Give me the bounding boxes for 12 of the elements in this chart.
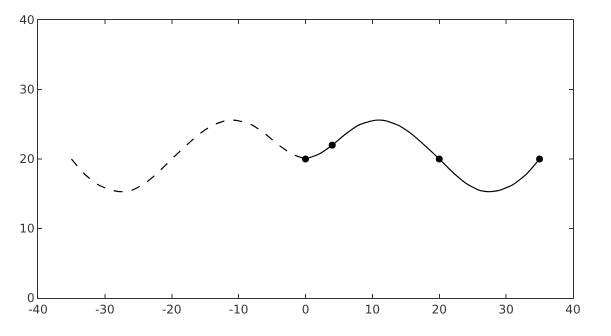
x-tick-label: 30 — [498, 302, 514, 316]
x-tick-label: -10 — [228, 302, 248, 316]
y-tick-label: 20 — [19, 152, 35, 166]
x-tick-label: 40 — [565, 302, 581, 316]
y-tick-label: 10 — [19, 222, 35, 236]
y-tick-label: 40 — [19, 13, 35, 28]
x-tick-label: -20 — [162, 302, 182, 316]
x-tick-label: 0 — [302, 302, 310, 316]
y-tick-label: 30 — [19, 82, 35, 97]
x-tick-label: -30 — [95, 302, 115, 316]
x-tick-label: 20 — [432, 302, 447, 316]
x-tick-label: 10 — [364, 302, 380, 316]
